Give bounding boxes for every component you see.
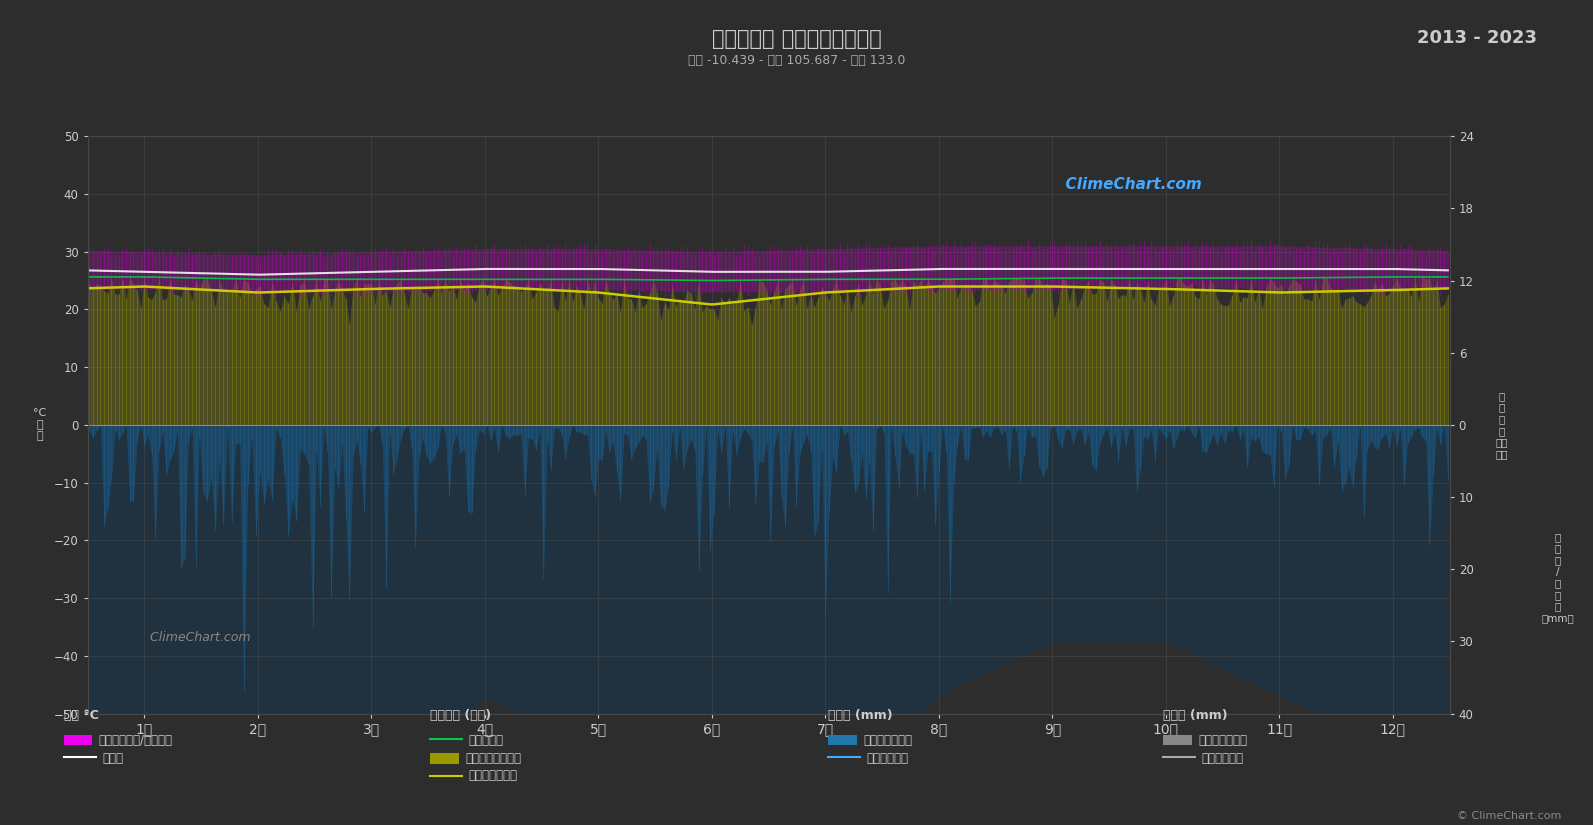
Text: 月平均降雨量: 月平均降雨量	[867, 752, 908, 765]
Y-axis label: 日
照
時
間
（時
間）: 日 照 時 間 （時 間）	[1496, 391, 1507, 459]
Text: 降雨量 (mm): 降雨量 (mm)	[828, 709, 894, 722]
Text: の気候変動 トビウオの入り江: の気候変動 トビウオの入り江	[712, 29, 881, 49]
Text: ClimeChart.com: ClimeChart.com	[142, 631, 250, 644]
Text: 日ごとの日照時間: 日ごとの日照時間	[465, 752, 521, 765]
Text: 降雪量 (mm): 降雪量 (mm)	[1163, 709, 1228, 722]
Text: 日ごとの降雪量: 日ごとの降雪量	[1198, 734, 1247, 747]
Text: 2013 - 2023: 2013 - 2023	[1418, 29, 1537, 47]
Text: ClimeChart.com: ClimeChart.com	[1055, 177, 1201, 191]
Text: 日中の時間: 日中の時間	[468, 734, 503, 747]
Text: 降
雨
量
/
降
雪
量
（mm）: 降 雨 量 / 降 雪 量 （mm）	[1542, 532, 1574, 623]
Y-axis label: °C
温
度: °C 温 度	[33, 408, 46, 441]
Text: 月平均降雪量: 月平均降雪量	[1201, 752, 1243, 765]
Text: 月平均日照時間: 月平均日照時間	[468, 769, 518, 782]
Text: 気温 °C: 気温 °C	[64, 709, 99, 722]
Text: 日ごとの最小/最大範囲: 日ごとの最小/最大範囲	[99, 734, 172, 747]
Text: 緯度 -10.439 - 経度 105.687 - 標高 133.0: 緯度 -10.439 - 経度 105.687 - 標高 133.0	[688, 54, 905, 67]
Text: © ClimeChart.com: © ClimeChart.com	[1456, 811, 1561, 821]
Text: 日ごとの降雨量: 日ごとの降雨量	[863, 734, 913, 747]
Text: 月平均: 月平均	[102, 752, 123, 765]
Text: 日照時間 (時間): 日照時間 (時間)	[430, 709, 491, 722]
